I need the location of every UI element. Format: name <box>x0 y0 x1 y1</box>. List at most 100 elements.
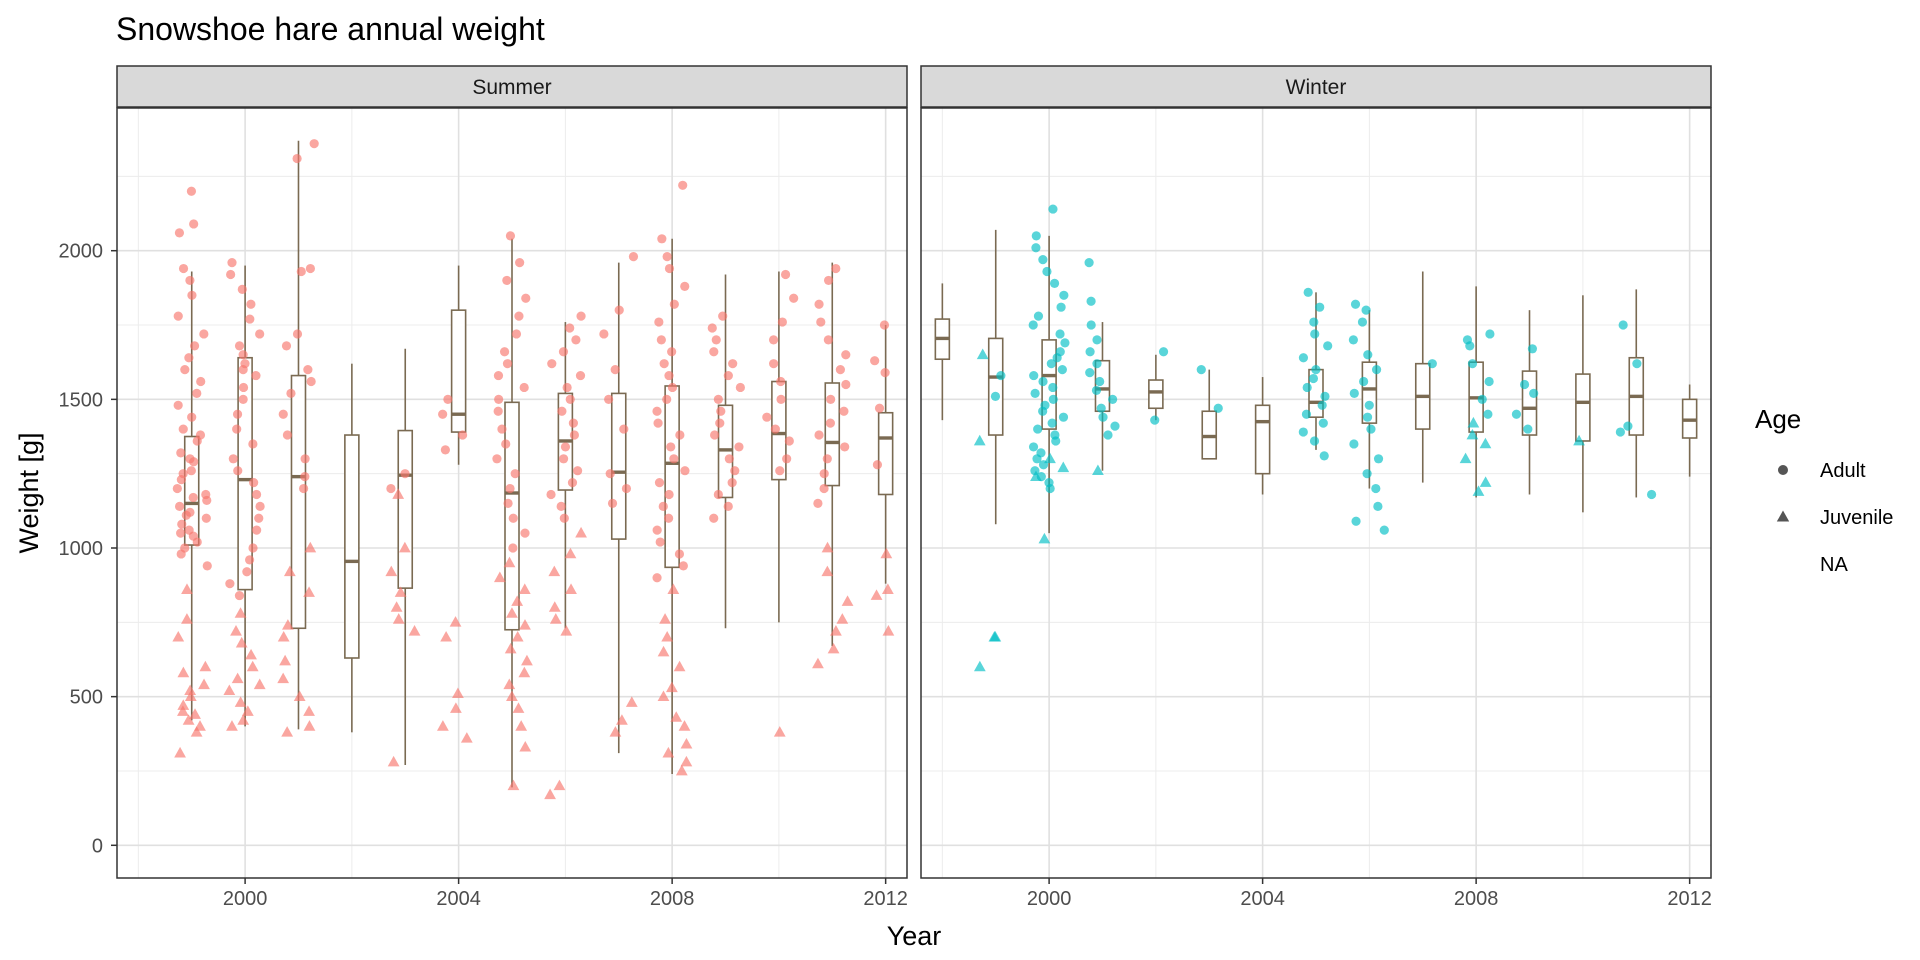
data-point-juvenile <box>293 690 306 701</box>
data-point-juvenile <box>504 642 517 654</box>
data-point-adult <box>192 388 202 399</box>
data-point-juvenile <box>665 681 678 693</box>
data-point-juvenile <box>548 601 561 612</box>
data-point-adult <box>1028 442 1039 452</box>
data-point-adult <box>1320 391 1330 401</box>
data-point-adult <box>300 472 310 482</box>
data-point-juvenile <box>184 684 197 696</box>
data-point-juvenile <box>304 541 317 553</box>
data-point-adult <box>1523 424 1533 434</box>
data-point-adult <box>880 367 890 378</box>
data-point-juvenile <box>230 625 242 636</box>
data-point-adult <box>278 409 288 419</box>
data-point-adult <box>174 228 185 238</box>
data-point-adult <box>835 365 845 375</box>
data-point-adult <box>299 483 309 494</box>
data-point-adult <box>789 293 799 303</box>
data-point-juvenile <box>234 607 247 618</box>
data-point-juvenile <box>657 690 670 701</box>
data-point-juvenile <box>821 541 834 553</box>
data-point-adult <box>1362 469 1372 479</box>
y-tick-label: 2000 <box>59 241 104 263</box>
data-point-adult <box>565 323 575 333</box>
data-point-adult <box>782 454 792 464</box>
data-point-juvenile <box>189 708 201 719</box>
data-point-adult <box>628 252 639 262</box>
data-point-adult <box>664 263 675 274</box>
data-point-adult <box>675 430 685 440</box>
data-point-juvenile <box>277 672 290 684</box>
data-point-adult <box>716 406 726 416</box>
data-point-adult <box>255 501 265 511</box>
data-point-adult <box>186 186 197 196</box>
data-point-juvenile <box>673 660 686 672</box>
data-point-adult <box>1362 412 1373 422</box>
data-point-adult <box>770 424 780 434</box>
data-point-juvenile <box>773 726 786 737</box>
data-point-adult <box>1096 403 1106 413</box>
data-point-juvenile <box>518 666 531 678</box>
data-point-adult <box>238 382 249 393</box>
data-point-juvenile <box>177 666 190 678</box>
panel-border-winter <box>920 107 1712 879</box>
data-point-juvenile <box>226 720 238 731</box>
data-point-adult <box>709 347 719 357</box>
data-point-juvenile <box>387 755 400 767</box>
data-point-adult <box>1467 359 1478 369</box>
panel-border-summer <box>116 107 908 879</box>
data-point-juvenile <box>392 488 405 499</box>
data-point-juvenile <box>1057 461 1070 473</box>
data-point-adult <box>178 469 188 479</box>
data-point-adult <box>508 543 518 553</box>
data-point-juvenile <box>199 660 212 672</box>
data-point-adult <box>1031 231 1041 241</box>
data-point-adult <box>1632 359 1642 369</box>
data-point-adult <box>1052 353 1062 363</box>
data-point-juvenile <box>182 714 195 725</box>
data-point-juvenile <box>512 702 525 713</box>
box-body <box>1148 379 1164 410</box>
data-point-adult <box>520 528 530 538</box>
data-point-adult <box>1051 436 1061 446</box>
data-point-adult <box>831 263 841 274</box>
data-point-adult <box>560 442 571 452</box>
data-point-adult <box>1038 406 1048 416</box>
data-point-adult <box>400 469 410 479</box>
data-point-adult <box>1519 379 1530 390</box>
box-body <box>397 429 414 589</box>
data-point-juvenile <box>190 726 203 737</box>
data-point-adult <box>521 293 531 303</box>
data-point-adult <box>238 350 248 360</box>
data-point-juvenile <box>544 788 556 800</box>
data-point-juvenile <box>303 586 315 597</box>
data-point-adult <box>1033 311 1044 321</box>
data-point-adult <box>872 460 883 470</box>
data-point-adult <box>493 406 503 416</box>
data-point-adult <box>1623 421 1633 431</box>
data-point-adult <box>709 513 719 523</box>
points-winter <box>973 204 1657 672</box>
data-point-adult <box>173 311 183 321</box>
data-point-adult <box>654 477 665 488</box>
data-point-adult <box>1511 409 1522 419</box>
data-point-adult <box>573 466 583 476</box>
data-point-adult <box>569 430 580 440</box>
data-point-adult <box>1364 400 1374 410</box>
data-point-adult <box>505 231 516 241</box>
strip-summer <box>116 65 908 108</box>
data-point-adult <box>727 477 737 488</box>
data-point-adult <box>1029 370 1039 381</box>
data-point-adult <box>188 492 198 503</box>
data-point-juvenile <box>394 586 407 597</box>
data-point-juvenile <box>680 738 693 749</box>
box-body <box>1575 373 1591 442</box>
data-point-adult <box>711 335 721 345</box>
data-point-adult <box>776 376 786 387</box>
data-point-juvenile <box>234 696 247 707</box>
legend-label: Adult <box>1820 460 1866 482</box>
data-point-juvenile <box>976 348 989 360</box>
data-point-adult <box>248 543 258 553</box>
data-point-juvenile <box>281 726 294 737</box>
data-point-adult <box>296 266 306 277</box>
data-point-adult <box>816 317 826 327</box>
